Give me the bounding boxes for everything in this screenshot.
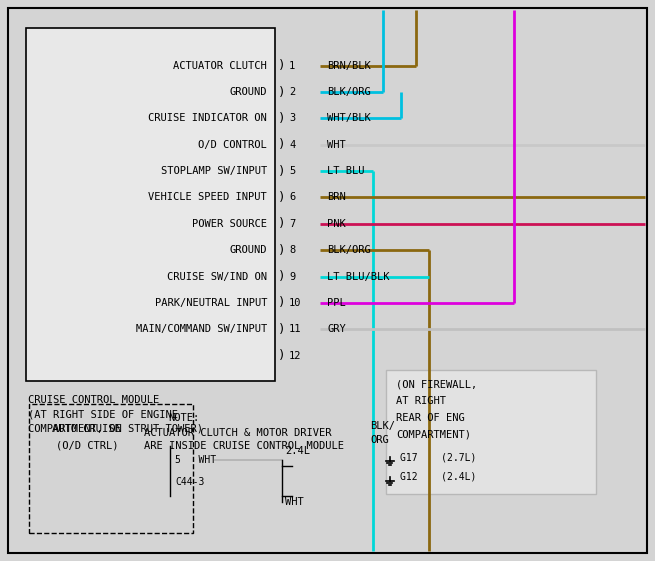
- Text: COMPARTMENT): COMPARTMENT): [396, 430, 472, 440]
- Text: AUTO CRUISE: AUTO CRUISE: [52, 424, 121, 434]
- Text: POWER SOURCE: POWER SOURCE: [192, 219, 267, 229]
- Text: 11: 11: [289, 324, 301, 334]
- Text: COMPARTMENT, ON STRUT TOWER): COMPARTMENT, ON STRUT TOWER): [28, 424, 203, 434]
- Text: G12    (2.4L): G12 (2.4L): [400, 472, 476, 482]
- Text: (ON FIREWALL,: (ON FIREWALL,: [396, 379, 477, 389]
- Text: LT BLU: LT BLU: [327, 166, 365, 176]
- Text: 3: 3: [289, 113, 295, 123]
- Text: 1: 1: [289, 61, 295, 71]
- Text: CRUISE SW/IND ON: CRUISE SW/IND ON: [167, 272, 267, 282]
- Text: GRY: GRY: [327, 324, 346, 334]
- Text: BLK/: BLK/: [370, 421, 395, 431]
- Text: G17    (2.7L): G17 (2.7L): [400, 452, 476, 462]
- Text: C44-3: C44-3: [176, 477, 204, 488]
- Text: BRN: BRN: [327, 192, 346, 203]
- Text: LT BLU/BLK: LT BLU/BLK: [327, 272, 390, 282]
- Text: ): ): [278, 349, 286, 362]
- Text: ): ): [278, 59, 286, 72]
- Text: MAIN/COMMAND SW/INPUT: MAIN/COMMAND SW/INPUT: [136, 324, 267, 334]
- Text: AT RIGHT: AT RIGHT: [396, 396, 446, 406]
- Text: WHT: WHT: [285, 497, 304, 507]
- Bar: [26, 28, 275, 381]
- Text: ORG: ORG: [370, 435, 389, 445]
- Text: CRUISE CONTROL MODULE: CRUISE CONTROL MODULE: [28, 396, 159, 406]
- Bar: [29, 404, 193, 533]
- Text: (AT RIGHT SIDE OF ENGINE: (AT RIGHT SIDE OF ENGINE: [28, 410, 178, 420]
- Text: 12: 12: [289, 351, 301, 361]
- Text: 9: 9: [289, 272, 295, 282]
- Text: VEHICLE SPEED INPUT: VEHICLE SPEED INPUT: [148, 192, 267, 203]
- Text: PARK/NEUTRAL INPUT: PARK/NEUTRAL INPUT: [155, 298, 267, 308]
- Text: ): ): [278, 138, 286, 151]
- Text: ): ): [278, 270, 286, 283]
- Text: BLK/ORG: BLK/ORG: [327, 87, 371, 97]
- Text: PPL: PPL: [327, 298, 346, 308]
- Bar: [386, 370, 596, 494]
- Text: ): ): [278, 112, 286, 125]
- Text: 2.4L: 2.4L: [285, 446, 310, 456]
- Text: CRUISE INDICATOR ON: CRUISE INDICATOR ON: [148, 113, 267, 123]
- Text: ARE INSIDE CRUISE CONTROL MODULE: ARE INSIDE CRUISE CONTROL MODULE: [144, 441, 344, 451]
- Text: 6: 6: [289, 192, 295, 203]
- Text: PNK: PNK: [327, 219, 346, 229]
- Text: GROUND: GROUND: [230, 87, 267, 97]
- Text: BLK/ORG: BLK/ORG: [327, 245, 371, 255]
- Text: REAR OF ENG: REAR OF ENG: [396, 413, 465, 423]
- Text: ACTUATOR CLUTCH: ACTUATOR CLUTCH: [174, 61, 267, 71]
- Text: O/D CONTROL: O/D CONTROL: [198, 140, 267, 150]
- Text: 5: 5: [289, 166, 295, 176]
- Text: ): ): [278, 217, 286, 231]
- Text: 5   WHT: 5 WHT: [176, 455, 216, 465]
- Text: (O/D CTRL): (O/D CTRL): [56, 441, 118, 451]
- Text: ACTUATOR CLUTCH & MOTOR DRIVER: ACTUATOR CLUTCH & MOTOR DRIVER: [144, 428, 331, 438]
- Text: ): ): [278, 164, 286, 178]
- Text: NOTE:: NOTE:: [168, 413, 199, 423]
- Text: ): ): [278, 243, 286, 257]
- Text: 10: 10: [289, 298, 301, 308]
- Text: ): ): [278, 323, 286, 336]
- Text: ): ): [278, 85, 286, 99]
- Text: ): ): [278, 191, 286, 204]
- Text: GROUND: GROUND: [230, 245, 267, 255]
- Text: 4: 4: [289, 140, 295, 150]
- Text: ): ): [278, 296, 286, 310]
- Text: 8: 8: [289, 245, 295, 255]
- Text: 2: 2: [289, 87, 295, 97]
- Text: WHT: WHT: [327, 140, 346, 150]
- Text: BRN/BLK: BRN/BLK: [327, 61, 371, 71]
- Text: WHT/BLK: WHT/BLK: [327, 113, 371, 123]
- Text: 7: 7: [289, 219, 295, 229]
- Text: STOPLAMP SW/INPUT: STOPLAMP SW/INPUT: [161, 166, 267, 176]
